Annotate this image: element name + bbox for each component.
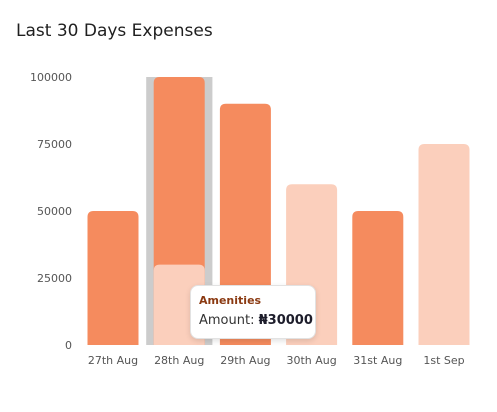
tooltip-amount-label: Amount: xyxy=(199,313,259,328)
y-axis: 0 25000 50000 75000 100000 xyxy=(30,71,72,352)
y-tick-label: 50000 xyxy=(37,205,72,218)
y-tick-label: 25000 xyxy=(37,272,72,285)
tooltip-amount-row: Amount: ₦30000 xyxy=(199,313,313,328)
tooltip: Amenities Amount: ₦30000 xyxy=(190,285,316,339)
bar-27th-aug-series-1[interactable] xyxy=(87,211,139,345)
x-tick-label: 29th Aug xyxy=(220,354,270,367)
x-tick-label: 28th Aug xyxy=(154,354,204,367)
x-axis: 27th Aug 28th Aug 29th Aug 30th Aug 31st Aug… xyxy=(88,354,465,367)
bar-29th-aug-series-1[interactable] xyxy=(219,103,271,345)
bar-1st-sep-series-2[interactable] xyxy=(418,144,470,345)
y-tick-label: 75000 xyxy=(37,138,72,151)
x-tick-label: 1st Sep xyxy=(423,354,464,367)
y-tick-label: 0 xyxy=(65,339,72,352)
y-tick-label: 100000 xyxy=(30,71,72,84)
x-tick-label: 30th Aug xyxy=(286,354,336,367)
bar-31st-aug-series-1[interactable] xyxy=(352,211,404,345)
x-tick-label: 27th Aug xyxy=(88,354,138,367)
tooltip-amount-value: ₦30000 xyxy=(258,313,313,328)
x-tick-label: 31st Aug xyxy=(353,354,402,367)
chart-title: Last 30 Days Expenses xyxy=(16,21,213,41)
tooltip-title: Amenities xyxy=(199,294,262,307)
